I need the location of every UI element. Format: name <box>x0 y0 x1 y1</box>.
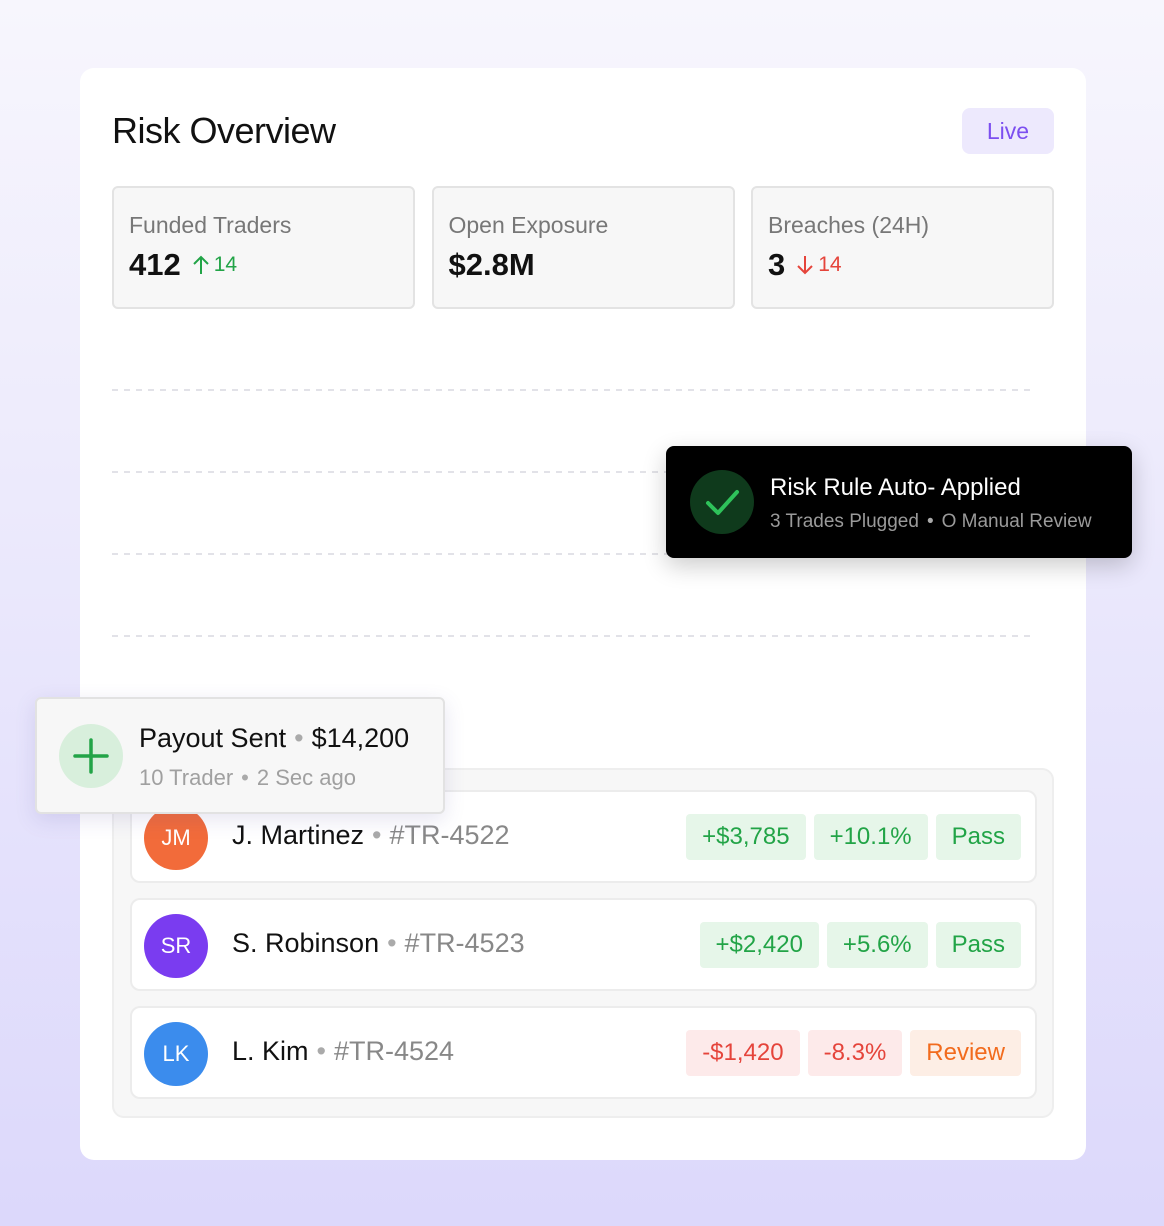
alert-detail: 3 Trades Plugged <box>770 511 919 532</box>
status-chip: Pass <box>935 922 1021 968</box>
avatar: JM <box>144 806 208 870</box>
trader-row: SR S. Robinson#TR-4523 +$2,420+5.6%Pass <box>130 898 1037 991</box>
alert-detail: O Manual Review <box>919 511 1092 533</box>
alert-title: Risk Rule Auto- Applied <box>770 474 1021 501</box>
trader-row: JM J. Martinez#TR-4522 +$3,785+10.1%Pass <box>130 790 1037 883</box>
stat-delta-row: 14 <box>795 253 842 277</box>
payout-details: 10 Trader2 Sec ago <box>139 765 356 791</box>
trader-row: LK L. Kim#TR-4524 -$1,420-8.3%Review <box>130 1006 1037 1099</box>
stat-value-row: $2.8M <box>449 247 733 283</box>
chips: +$2,420 +5.6% Pass <box>699 922 1021 968</box>
live-badge: Live <box>962 108 1054 154</box>
plus-icon <box>59 724 123 788</box>
amount-chip: +$3,785 <box>686 814 806 860</box>
amount-chip: +$2,420 <box>699 922 819 968</box>
stat-delta-row: 14 <box>191 253 237 277</box>
stat-label: Breaches (24H) <box>768 212 930 238</box>
alert-details: 3 Trades PluggedO Manual Review <box>770 511 1092 533</box>
payout-detail: 2 Sec ago <box>233 765 356 791</box>
payout-amount: $14,200 <box>286 723 410 754</box>
change-chip: +5.6% <box>826 922 928 968</box>
stat-value: $2.8M <box>448 247 535 282</box>
alert-toast: Risk Rule Auto- Applied 3 Trades Plugged… <box>666 446 1132 558</box>
trader-name-row: L. Kim#TR-4524 <box>232 1036 454 1067</box>
avatar: LK <box>144 1022 208 1086</box>
avatar: SR <box>144 914 208 978</box>
stat-card: Open Exposure $2.8M <box>431 186 735 309</box>
stat-label: Open Exposure <box>448 212 609 238</box>
payout-detail: 10 Trader <box>139 765 234 790</box>
trader-name: L. Kim <box>232 1036 309 1066</box>
change-chip: -8.3% <box>807 1030 903 1076</box>
stat-delta: 14 <box>818 253 842 276</box>
change-chip: +10.1% <box>813 814 928 860</box>
payout-toast: Payout Sent$14,200 10 Trader2 Sec ago <box>35 697 445 814</box>
status-chip: Pass <box>935 814 1021 860</box>
payout-title: Payout Sent <box>139 723 287 753</box>
trader-id: #TR-4524 <box>309 1036 454 1067</box>
trader-id: #TR-4522 <box>364 820 510 851</box>
panel-title: Risk Overview <box>112 110 336 151</box>
trader-name-row: S. Robinson#TR-4523 <box>232 928 525 959</box>
stat-card: Breaches (24H) 3 14 <box>751 186 1054 309</box>
stat-value: 3 <box>768 247 786 282</box>
stat-label: Funded Traders <box>129 212 292 238</box>
delta-arrow <box>797 256 813 275</box>
check-icon <box>690 470 754 534</box>
status-chip: Review <box>910 1030 1021 1076</box>
stat-delta: 14 <box>213 253 238 276</box>
chips: +$3,785 +10.1% Pass <box>686 814 1021 860</box>
trader-name: J. Martinez <box>232 820 365 850</box>
stat-value: 412 <box>129 247 181 282</box>
delta-arrow <box>193 255 209 274</box>
trader-name: S. Robinson <box>232 928 380 958</box>
amount-chip: -$1,420 <box>686 1030 800 1076</box>
stat-card: Funded Traders 412 14 <box>112 186 415 309</box>
chips: -$1,420 -8.3% Review <box>686 1030 1021 1076</box>
trader-name-row: J. Martinez#TR-4522 <box>232 820 510 851</box>
trader-id: #TR-4523 <box>379 928 525 959</box>
stat-value-row: 3 14 <box>768 247 1052 283</box>
payout-headline: Payout Sent$14,200 <box>139 723 409 754</box>
stat-value-row: 412 14 <box>129 247 413 283</box>
